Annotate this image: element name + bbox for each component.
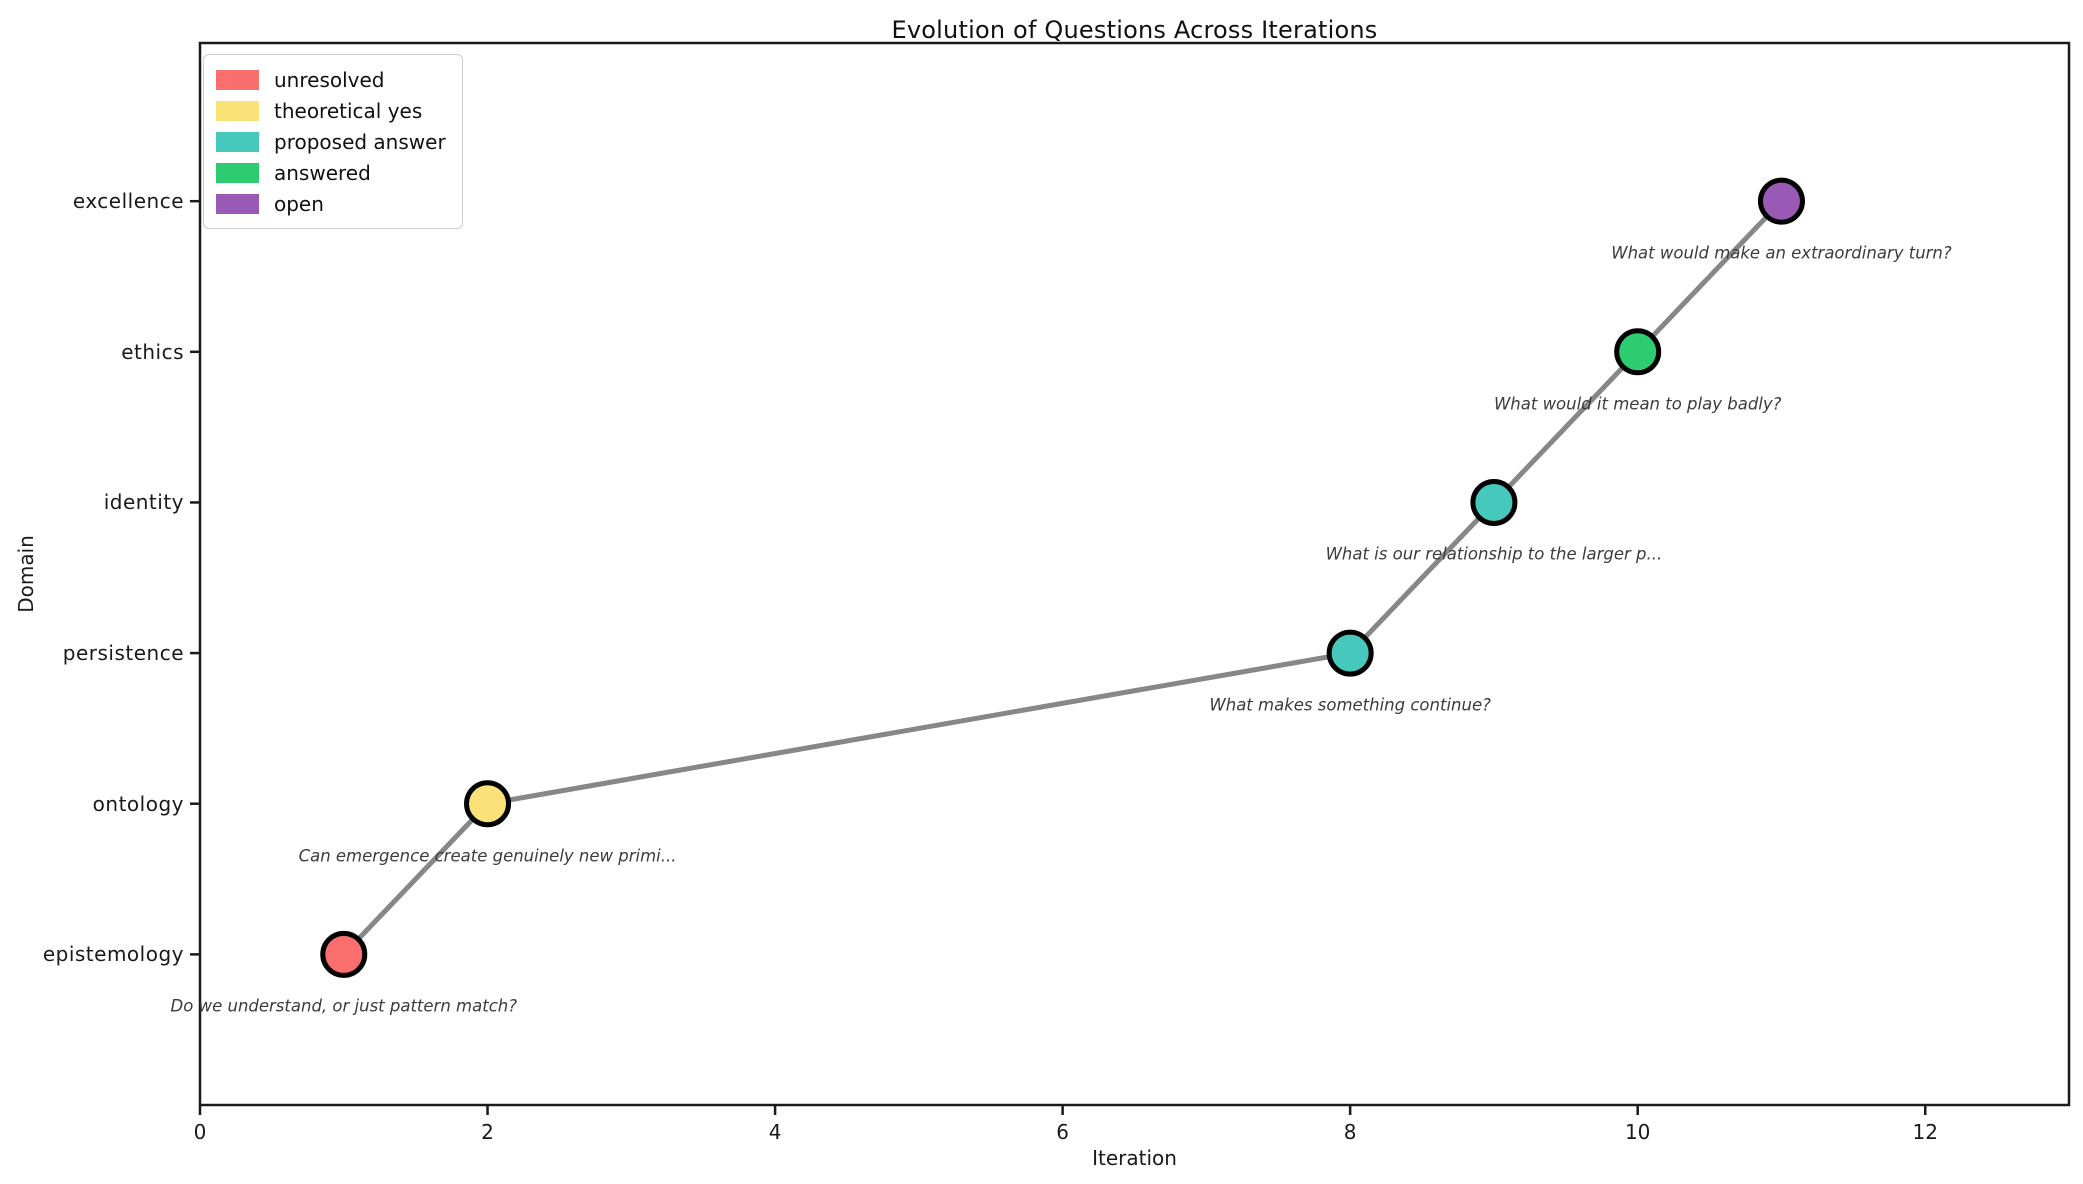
legend-swatch bbox=[216, 100, 259, 121]
legend-entry: answered bbox=[216, 157, 446, 188]
legend-entries: unresolved theoretical yes proposed answer… bbox=[216, 64, 446, 219]
legend-entry: open bbox=[216, 188, 446, 219]
data-point-excellence bbox=[1757, 177, 1805, 225]
legend-entry: theoretical yes bbox=[216, 95, 446, 126]
legend-swatch bbox=[216, 162, 259, 183]
legend-swatch bbox=[216, 69, 259, 90]
data-point-ontology bbox=[464, 780, 512, 828]
y-axis-label: Domain bbox=[14, 535, 38, 613]
trajectory-line bbox=[341, 199, 1784, 957]
legend: unresolved theoretical yes proposed answer… bbox=[203, 54, 463, 229]
x-axis-label: Iteration bbox=[1092, 1146, 1177, 1170]
legend-entry: unresolved bbox=[216, 64, 446, 95]
legend-label: answered bbox=[274, 160, 371, 185]
legend-swatch bbox=[216, 193, 259, 214]
legend-label: open bbox=[274, 191, 324, 216]
legend-label: theoretical yes bbox=[274, 98, 423, 123]
data-point-ethics bbox=[1614, 328, 1662, 376]
plot-frame bbox=[198, 41, 2071, 1107]
legend-label: unresolved bbox=[274, 67, 385, 92]
data-point-persistence bbox=[1326, 629, 1374, 677]
chart-title: Evolution of Questions Across Iterations bbox=[891, 16, 1378, 44]
legend-entry: proposed answer bbox=[216, 126, 446, 157]
legend-swatch bbox=[216, 131, 259, 152]
data-point-epistemology bbox=[320, 930, 368, 978]
legend-label: proposed answer bbox=[274, 129, 446, 154]
data-point-identity bbox=[1470, 478, 1518, 526]
